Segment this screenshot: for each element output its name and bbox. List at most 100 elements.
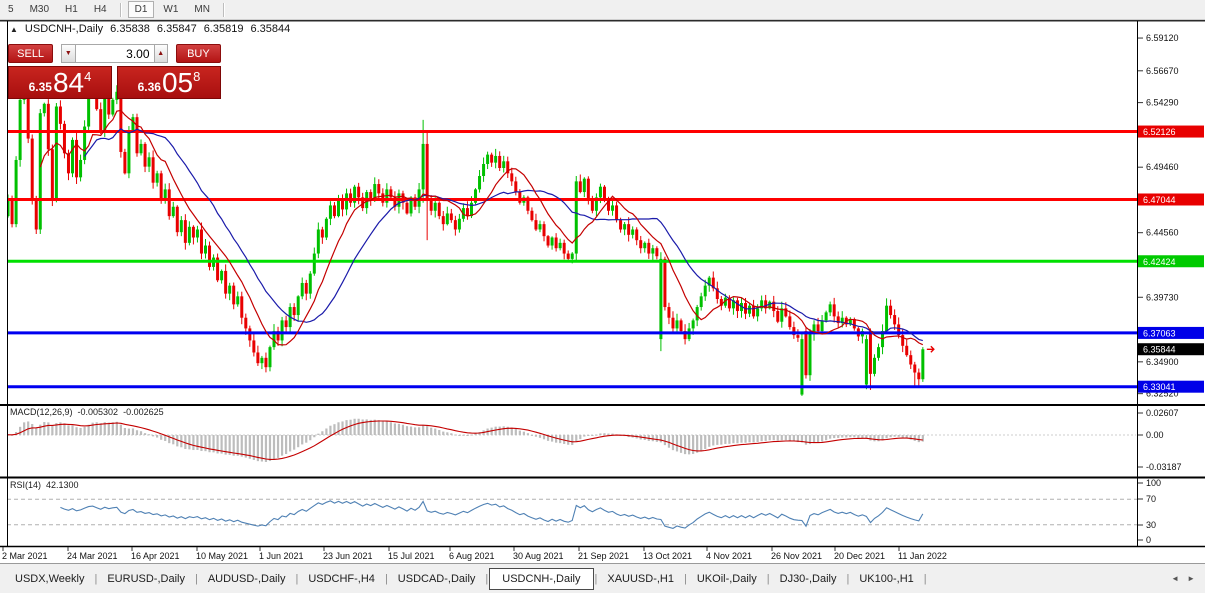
toolbar-separator [119, 2, 122, 17]
date-axis: 2 Mar 2021 24 Mar 2021 16 Apr 2021 10 May 2… [2, 547, 947, 561]
chart-tab-usdcnh-daily[interactable]: USDCNH-,Daily [489, 567, 594, 590]
svg-text:6.56670: 6.56670 [1146, 66, 1179, 76]
one-click-trading-panel: SELL ▼ ▲ BUY 6.35 84 4 6.36 05 8 [8, 44, 221, 99]
chart-tab-uk100-h1[interactable]: UK100-,H1 [859, 572, 914, 585]
sell-price-box[interactable]: 6.35 84 4 [8, 66, 112, 99]
svg-text:11 Jan 2022: 11 Jan 2022 [898, 551, 947, 561]
macd-signal-line [8, 420, 923, 460]
timeframe-button-5[interactable]: 5 [8, 4, 14, 15]
sell-button[interactable]: SELL [8, 44, 54, 63]
toolbar-separator [222, 2, 225, 17]
svg-text:20 Dec 2021: 20 Dec 2021 [834, 551, 885, 561]
svg-text:15 Jul 2021: 15 Jul 2021 [388, 551, 435, 561]
tab-separator: | [295, 572, 299, 585]
svg-text:1 Jun 2021: 1 Jun 2021 [259, 551, 304, 561]
indicator-axis-labels: 0.02607 0.00 -0.03187 100 70 30 0 [1138, 408, 1182, 545]
timeframe-button-H1[interactable]: H1 [65, 4, 78, 15]
timeframe-button-M30[interactable]: M30 [29, 4, 50, 15]
spacer [53, 44, 61, 63]
chart-tab-ukoil-daily[interactable]: UKOil-,Daily [696, 572, 757, 585]
svg-text:2 Mar 2021: 2 Mar 2021 [2, 551, 48, 561]
timeframe-button-MN[interactable]: MN [194, 4, 210, 15]
svg-text:30 Aug 2021: 30 Aug 2021 [513, 551, 564, 561]
sell-price-point: 4 [84, 69, 92, 84]
svg-text:0.02607: 0.02607 [1146, 408, 1179, 418]
macd-indicator-label: MACD(12,26,9) -0.005302 -0.002625 [10, 407, 164, 417]
chart-tab-xauusd-h1[interactable]: XAUUSD-,H1 [607, 572, 674, 585]
volume-increase-button[interactable]: ▲ [153, 44, 168, 63]
tab-separator: | [485, 572, 489, 585]
timeframe-button-D1[interactable]: D1 [127, 1, 155, 18]
svg-text:6.49460: 6.49460 [1146, 162, 1179, 172]
svg-text:6.37063: 6.37063 [1143, 328, 1176, 338]
svg-text:10 May 2021: 10 May 2021 [196, 551, 248, 561]
chart-tab-eurusd-daily[interactable]: EURUSD-,Daily [107, 572, 185, 585]
svg-text:6.39730: 6.39730 [1146, 292, 1179, 302]
rsi-title-text: RSI(14) [10, 480, 42, 490]
svg-text:26 Nov 2021: 26 Nov 2021 [771, 551, 822, 561]
tabs-scroll-left-icon[interactable]: ◄ [1171, 574, 1180, 583]
chart-tab-usdcad-daily[interactable]: USDCAD-,Daily [397, 572, 476, 585]
svg-text:6 Aug 2021: 6 Aug 2021 [449, 551, 495, 561]
svg-text:23 Jun 2021: 23 Jun 2021 [323, 551, 373, 561]
chart-tab-usdchf-h4[interactable]: USDCHF-,H4 [308, 572, 375, 585]
moving-averages [39, 109, 924, 346]
macd-histogram [8, 418, 1136, 462]
svg-text:13 Oct 2021: 13 Oct 2021 [643, 551, 692, 561]
timeframe-button-H4[interactable]: H4 [93, 4, 107, 15]
svg-text:100: 100 [1146, 478, 1161, 488]
svg-text:6.35844: 6.35844 [1143, 345, 1176, 355]
buy-button[interactable]: BUY [175, 44, 221, 63]
svg-text:6.47044: 6.47044 [1143, 195, 1176, 205]
buy-price-pips: 05 [161, 66, 194, 98]
rsi-line [60, 500, 924, 529]
tab-separator: | [384, 572, 388, 585]
sell-price-pips: 84 [52, 66, 85, 98]
svg-text:6.34900: 6.34900 [1146, 357, 1179, 367]
svg-text:24 Mar 2021: 24 Mar 2021 [67, 551, 118, 561]
chart-tab-audusd-daily[interactable]: AUDUSD-,Daily [207, 572, 286, 585]
macd-value-1: -0.005302 [77, 407, 119, 417]
buy-price-box[interactable]: 6.36 05 8 [117, 66, 221, 99]
tab-scroll-nav: ◄ ► [1171, 574, 1205, 583]
svg-text:6.32520: 6.32520 [1146, 389, 1179, 399]
spacer [168, 44, 176, 63]
ohlc-close: 6.35844 [250, 23, 291, 35]
tab-separator: | [923, 572, 927, 585]
tab-separator: | [846, 572, 850, 585]
chart-frame [0, 19, 1205, 548]
svg-text:6.42424: 6.42424 [1143, 257, 1176, 267]
volume-input[interactable] [75, 44, 154, 63]
tabs-scroll-right-icon[interactable]: ► [1187, 574, 1195, 583]
timeframe-button-W1[interactable]: W1 [163, 4, 179, 15]
horizontal-level-lines[interactable] [7, 130, 1137, 389]
ohlc-low: 6.35819 [203, 23, 244, 35]
chart-canvas[interactable]: 6.59120 6.56670 6.54290 6.49460 6.44560 6.397… [0, 0, 1205, 563]
buy-price-prefix: 6.36 [137, 79, 161, 94]
sell-price-prefix: 6.35 [28, 79, 52, 94]
tab-separator: | [94, 572, 98, 585]
svg-text:70: 70 [1146, 494, 1156, 504]
macd-value-2: -0.002625 [123, 407, 164, 417]
timeframe-toolbar: 5 M30 H1 H4 D1 W1 MN [0, 0, 1205, 20]
tab-separator: | [766, 572, 770, 585]
ohlc-open: 6.35838 [110, 23, 150, 35]
rsi-level-lines [7, 498, 1137, 526]
trade-panel-top-row: SELL ▼ ▲ BUY [8, 44, 221, 63]
chart-tab-dj30-daily[interactable]: DJ30-,Daily [779, 572, 837, 585]
svg-text:6.44560: 6.44560 [1146, 228, 1179, 238]
volume-decrease-button[interactable]: ▼ [61, 44, 76, 63]
rsi-value: 42.1300 [46, 480, 79, 490]
tab-separator: | [594, 572, 598, 585]
macd-title-text: MACD(12,26,9) [10, 407, 73, 417]
last-price-arrow-icon [926, 345, 935, 353]
svg-text:21 Sep 2021: 21 Sep 2021 [578, 551, 629, 561]
chart-region: 6.59120 6.56670 6.54290 6.49460 6.44560 6.397… [0, 0, 1205, 563]
svg-text:6.54290: 6.54290 [1146, 98, 1179, 108]
svg-text:-0.03187: -0.03187 [1146, 462, 1182, 472]
chart-tab-usdx-weekly[interactable]: USDX,Weekly [15, 572, 85, 585]
svg-text:4 Nov 2021: 4 Nov 2021 [706, 551, 752, 561]
collapse-chart-icon[interactable]: ▲ [10, 24, 18, 34]
svg-text:6.59120: 6.59120 [1146, 33, 1179, 43]
svg-text:16 Apr 2021: 16 Apr 2021 [131, 551, 180, 561]
